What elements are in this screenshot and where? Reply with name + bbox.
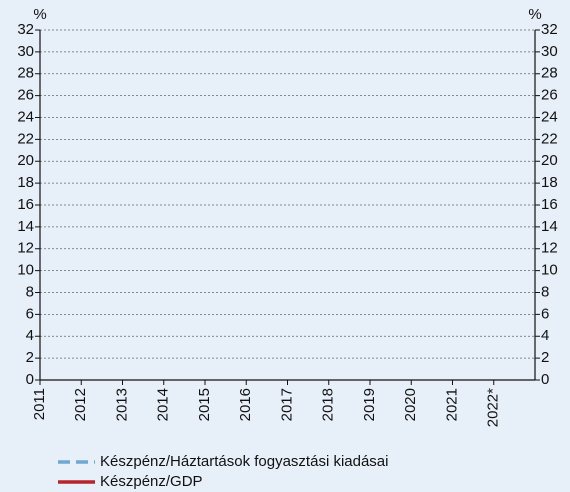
y2-tick-label: 30 (541, 43, 558, 60)
y-tick-label: 8 (26, 283, 34, 300)
y-tick-label: 22 (17, 130, 34, 147)
y2-tick-label: 12 (541, 240, 558, 257)
y2-tick-label: 10 (541, 262, 558, 279)
x-tick-label: 2020 (402, 388, 419, 421)
y-tick-label: 6 (26, 305, 34, 322)
y-tick-label: 10 (17, 262, 34, 279)
y-tick-label: 4 (26, 327, 34, 344)
y-tick-label: 2 (26, 349, 34, 366)
y2-tick-label: 0 (541, 371, 549, 388)
y-tick-label: 24 (17, 108, 34, 125)
x-tick-label: 2015 (196, 388, 213, 421)
y-tick-label: 18 (17, 174, 34, 191)
y-unit: % (33, 6, 46, 23)
y-tick-label: 26 (17, 87, 34, 104)
y2-tick-label: 28 (541, 65, 558, 82)
x-tick-label: 2018 (320, 388, 337, 421)
x-tick-label: 2017 (278, 388, 295, 421)
x-tick-label: 2019 (361, 388, 378, 421)
x-tick-label: 2021 (443, 388, 460, 421)
y2-tick-label: 6 (541, 305, 549, 322)
y2-tick-label: 24 (541, 108, 558, 125)
y-tick-label: 28 (17, 65, 34, 82)
y2-tick-label: 2 (541, 349, 549, 366)
y2-tick-label: 18 (541, 174, 558, 191)
y2-tick-label: 16 (541, 196, 558, 213)
y-tick-label: 14 (17, 218, 34, 235)
y2-tick-label: 8 (541, 283, 549, 300)
y-tick-label: 16 (17, 196, 34, 213)
y2-tick-label: 32 (541, 21, 558, 38)
y2-tick-label: 26 (541, 87, 558, 104)
y-tick-label: 0 (26, 371, 34, 388)
y2-tick-label: 14 (541, 218, 558, 235)
y2-tick-label: 4 (541, 327, 549, 344)
x-tick-label: 2016 (237, 388, 254, 421)
y-tick-label: 20 (17, 152, 34, 169)
x-tick-label: 2013 (113, 388, 130, 421)
x-tick-label: 2014 (155, 388, 172, 421)
legend-label: Készpénz/Háztartások fogyasztási kiadása… (100, 453, 388, 470)
x-tick-label: 2022* (485, 388, 502, 427)
legend-label: Készpénz/GDP (100, 473, 203, 490)
y2-tick-label: 20 (541, 152, 558, 169)
y2-unit: % (528, 6, 541, 23)
x-tick-label: 2012 (72, 388, 89, 421)
y-tick-label: 12 (17, 240, 34, 257)
y-tick-label: 30 (17, 43, 34, 60)
y-tick-label: 32 (17, 21, 34, 38)
x-tick-label: 2011 (31, 388, 48, 420)
y2-tick-label: 22 (541, 130, 558, 147)
